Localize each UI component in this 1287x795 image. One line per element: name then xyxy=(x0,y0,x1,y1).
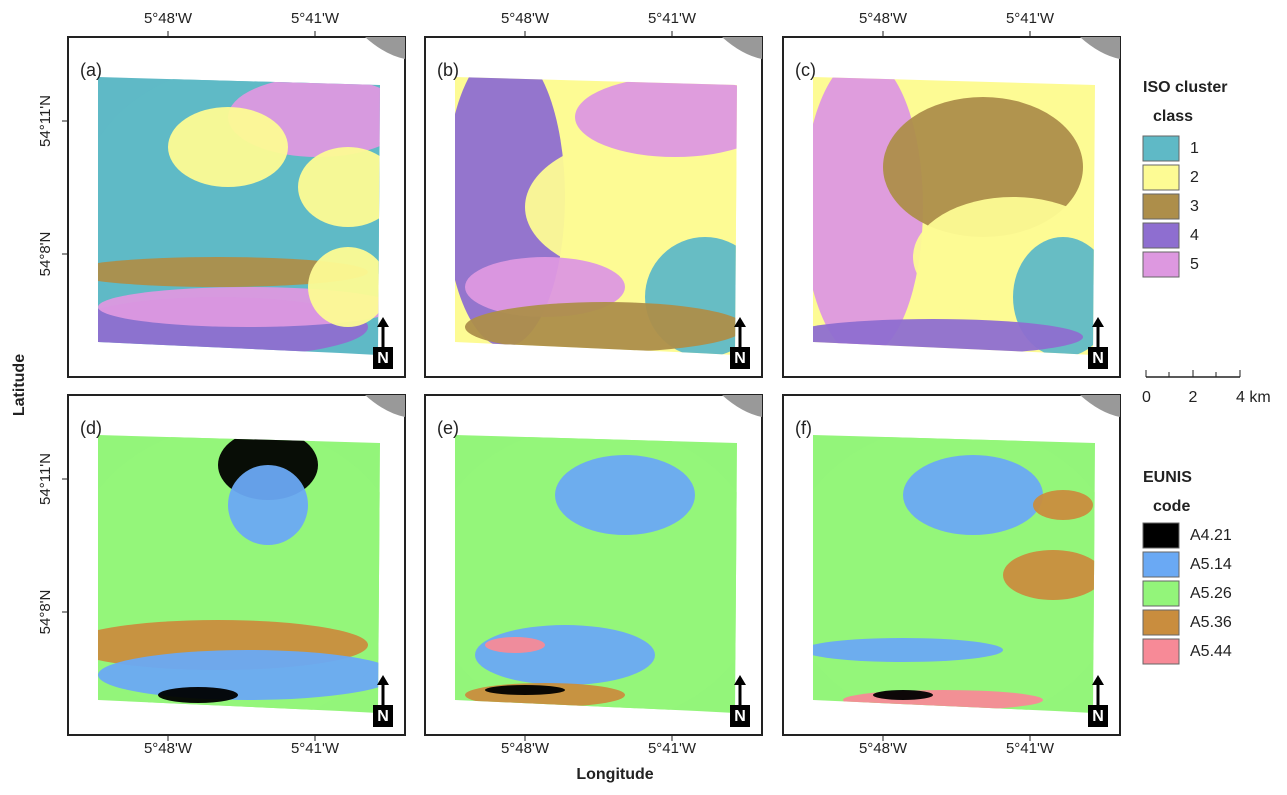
legend-swatch xyxy=(1143,223,1179,248)
map-panel: (c) N 5°48'W 5°41'W xyxy=(783,10,1120,377)
x-tick-label: 5°48'W xyxy=(859,10,908,27)
legend-title: EUNIS xyxy=(1143,469,1192,486)
scale-label: 2 xyxy=(1189,389,1198,406)
north-label: N xyxy=(377,350,389,367)
classification xyxy=(425,395,765,735)
class-region xyxy=(98,650,398,700)
y-tick-label: 54°11'N xyxy=(37,453,54,505)
panel-label: (b) xyxy=(437,60,459,80)
legend-label: 1 xyxy=(1190,140,1199,157)
class-region xyxy=(1033,490,1093,520)
class-region xyxy=(168,107,288,187)
north-label: N xyxy=(1092,350,1104,367)
legend-swatch xyxy=(1143,552,1179,577)
legend-swatch xyxy=(1143,252,1179,277)
x-tick-label: 5°41'W xyxy=(1006,10,1055,27)
panel-label: (a) xyxy=(80,60,102,80)
class-region xyxy=(903,455,1043,535)
figure: Longitude Latitude (a) N 5°48'W 5°41'W 54°11… xyxy=(0,0,1287,790)
legend-label: 5 xyxy=(1190,256,1199,273)
north-label: N xyxy=(1092,708,1104,725)
class-region xyxy=(158,687,238,703)
x-tick-label: 5°48'W xyxy=(501,10,550,27)
map-panel: (d) N 5°48'W 5°41'W 54°11'N 54°8'N xyxy=(37,395,408,757)
class-region xyxy=(228,465,308,545)
legend-swatch xyxy=(1143,523,1179,548)
panel-label: (e) xyxy=(437,418,459,438)
map-panel: (a) N 5°48'W 5°41'W 54°11'N 54°8'N xyxy=(37,10,408,377)
legend-swatch xyxy=(1143,639,1179,664)
classification xyxy=(783,395,1123,735)
map-panel: (b) N 5°48'W 5°41'W xyxy=(425,10,775,377)
legend-label: A5.44 xyxy=(1190,643,1232,660)
scale-label: 4 km xyxy=(1236,389,1271,406)
panel-label: (f) xyxy=(795,418,812,438)
class-region xyxy=(308,247,388,327)
north-label: N xyxy=(377,708,389,725)
class-region xyxy=(485,685,565,695)
x-tick-label: 5°48'W xyxy=(859,740,908,757)
legend-label: 3 xyxy=(1190,198,1199,215)
legend-swatch xyxy=(1143,165,1179,190)
legend-label: A5.36 xyxy=(1190,614,1232,631)
legend-title: code xyxy=(1153,498,1190,515)
scale-label: 0 xyxy=(1142,389,1151,406)
y-tick-label: 54°8'N xyxy=(37,590,54,635)
classification xyxy=(68,37,408,377)
page: {"axes":{"x_label":"Longitude","y_label"… xyxy=(0,0,1287,795)
panel-label: (c) xyxy=(795,60,816,80)
legend-title: ISO cluster xyxy=(1143,79,1227,96)
legend-label: A5.26 xyxy=(1190,585,1232,602)
map-panel: (f) N 5°48'W 5°41'W xyxy=(783,395,1123,757)
y-tick-label: 54°11'N xyxy=(37,95,54,147)
y-axis-label: Latitude xyxy=(11,354,28,416)
class-region xyxy=(475,625,655,685)
north-label: N xyxy=(734,350,746,367)
legend-swatch xyxy=(1143,136,1179,161)
north-label: N xyxy=(734,708,746,725)
class-region xyxy=(555,455,695,535)
x-tick-label: 5°41'W xyxy=(291,10,340,27)
classification xyxy=(425,37,775,377)
class-region xyxy=(1003,550,1103,600)
panel-label: (d) xyxy=(80,418,102,438)
classification xyxy=(68,395,408,735)
x-axis-label: Longitude xyxy=(576,766,653,783)
y-tick-label: 54°8'N xyxy=(37,232,54,277)
classification xyxy=(783,37,1120,377)
legend-swatch xyxy=(1143,581,1179,606)
class-region xyxy=(485,637,545,653)
class-region xyxy=(873,690,933,700)
x-tick-label: 5°48'W xyxy=(144,10,193,27)
x-tick-label: 5°41'W xyxy=(1006,740,1055,757)
x-tick-label: 5°41'W xyxy=(291,740,340,757)
legend-swatch xyxy=(1143,194,1179,219)
x-tick-label: 5°41'W xyxy=(648,10,697,27)
legend-label: A4.21 xyxy=(1190,527,1232,544)
legend-swatch xyxy=(1143,610,1179,635)
x-tick-label: 5°41'W xyxy=(648,740,697,757)
map-panel: (e) N 5°48'W 5°41'W xyxy=(425,395,765,757)
x-tick-label: 5°48'W xyxy=(144,740,193,757)
x-tick-label: 5°48'W xyxy=(501,740,550,757)
legend-label: A5.14 xyxy=(1190,556,1232,573)
legend-title: class xyxy=(1153,108,1193,125)
legend-label: 2 xyxy=(1190,169,1199,186)
class-region xyxy=(803,638,1003,662)
legend-label: 4 xyxy=(1190,227,1199,244)
